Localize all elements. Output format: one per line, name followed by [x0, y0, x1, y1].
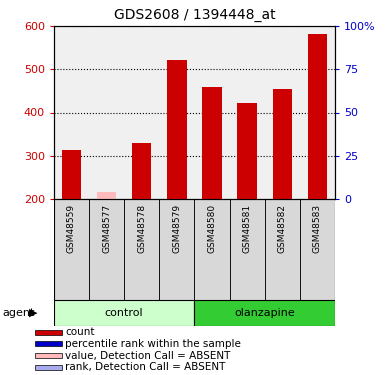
Bar: [159, 199, 194, 300]
Text: GSM48577: GSM48577: [102, 204, 111, 253]
Bar: [229, 199, 265, 300]
Bar: [35, 365, 62, 370]
Bar: [194, 300, 335, 326]
Bar: [132, 143, 151, 199]
Text: control: control: [105, 308, 144, 318]
Bar: [300, 199, 335, 300]
Bar: [167, 60, 186, 199]
Text: percentile rank within the sample: percentile rank within the sample: [65, 339, 241, 349]
Text: count: count: [65, 327, 95, 337]
Bar: [54, 199, 89, 300]
Bar: [124, 199, 159, 300]
Bar: [203, 87, 222, 199]
Text: olanzapine: olanzapine: [234, 308, 295, 318]
Bar: [35, 341, 62, 346]
Text: GSM48583: GSM48583: [313, 204, 322, 253]
Bar: [273, 89, 292, 199]
Bar: [194, 199, 229, 300]
Bar: [308, 34, 327, 199]
Bar: [35, 330, 62, 334]
Text: rank, Detection Call = ABSENT: rank, Detection Call = ABSENT: [65, 362, 226, 372]
Bar: [238, 103, 257, 199]
Text: GSM48559: GSM48559: [67, 204, 76, 253]
Bar: [62, 150, 81, 199]
Bar: [89, 199, 124, 300]
Bar: [97, 192, 116, 199]
Text: GSM48578: GSM48578: [137, 204, 146, 253]
Bar: [54, 300, 194, 326]
Text: ▶: ▶: [29, 308, 37, 318]
Title: GDS2608 / 1394448_at: GDS2608 / 1394448_at: [114, 9, 275, 22]
Text: value, Detection Call = ABSENT: value, Detection Call = ABSENT: [65, 351, 231, 360]
Bar: [35, 353, 62, 358]
Text: agent: agent: [2, 308, 34, 318]
Bar: [264, 199, 300, 300]
Text: GSM48579: GSM48579: [172, 204, 181, 253]
Text: GSM48580: GSM48580: [208, 204, 216, 253]
Text: GSM48582: GSM48582: [278, 204, 287, 253]
Text: GSM48581: GSM48581: [243, 204, 252, 253]
